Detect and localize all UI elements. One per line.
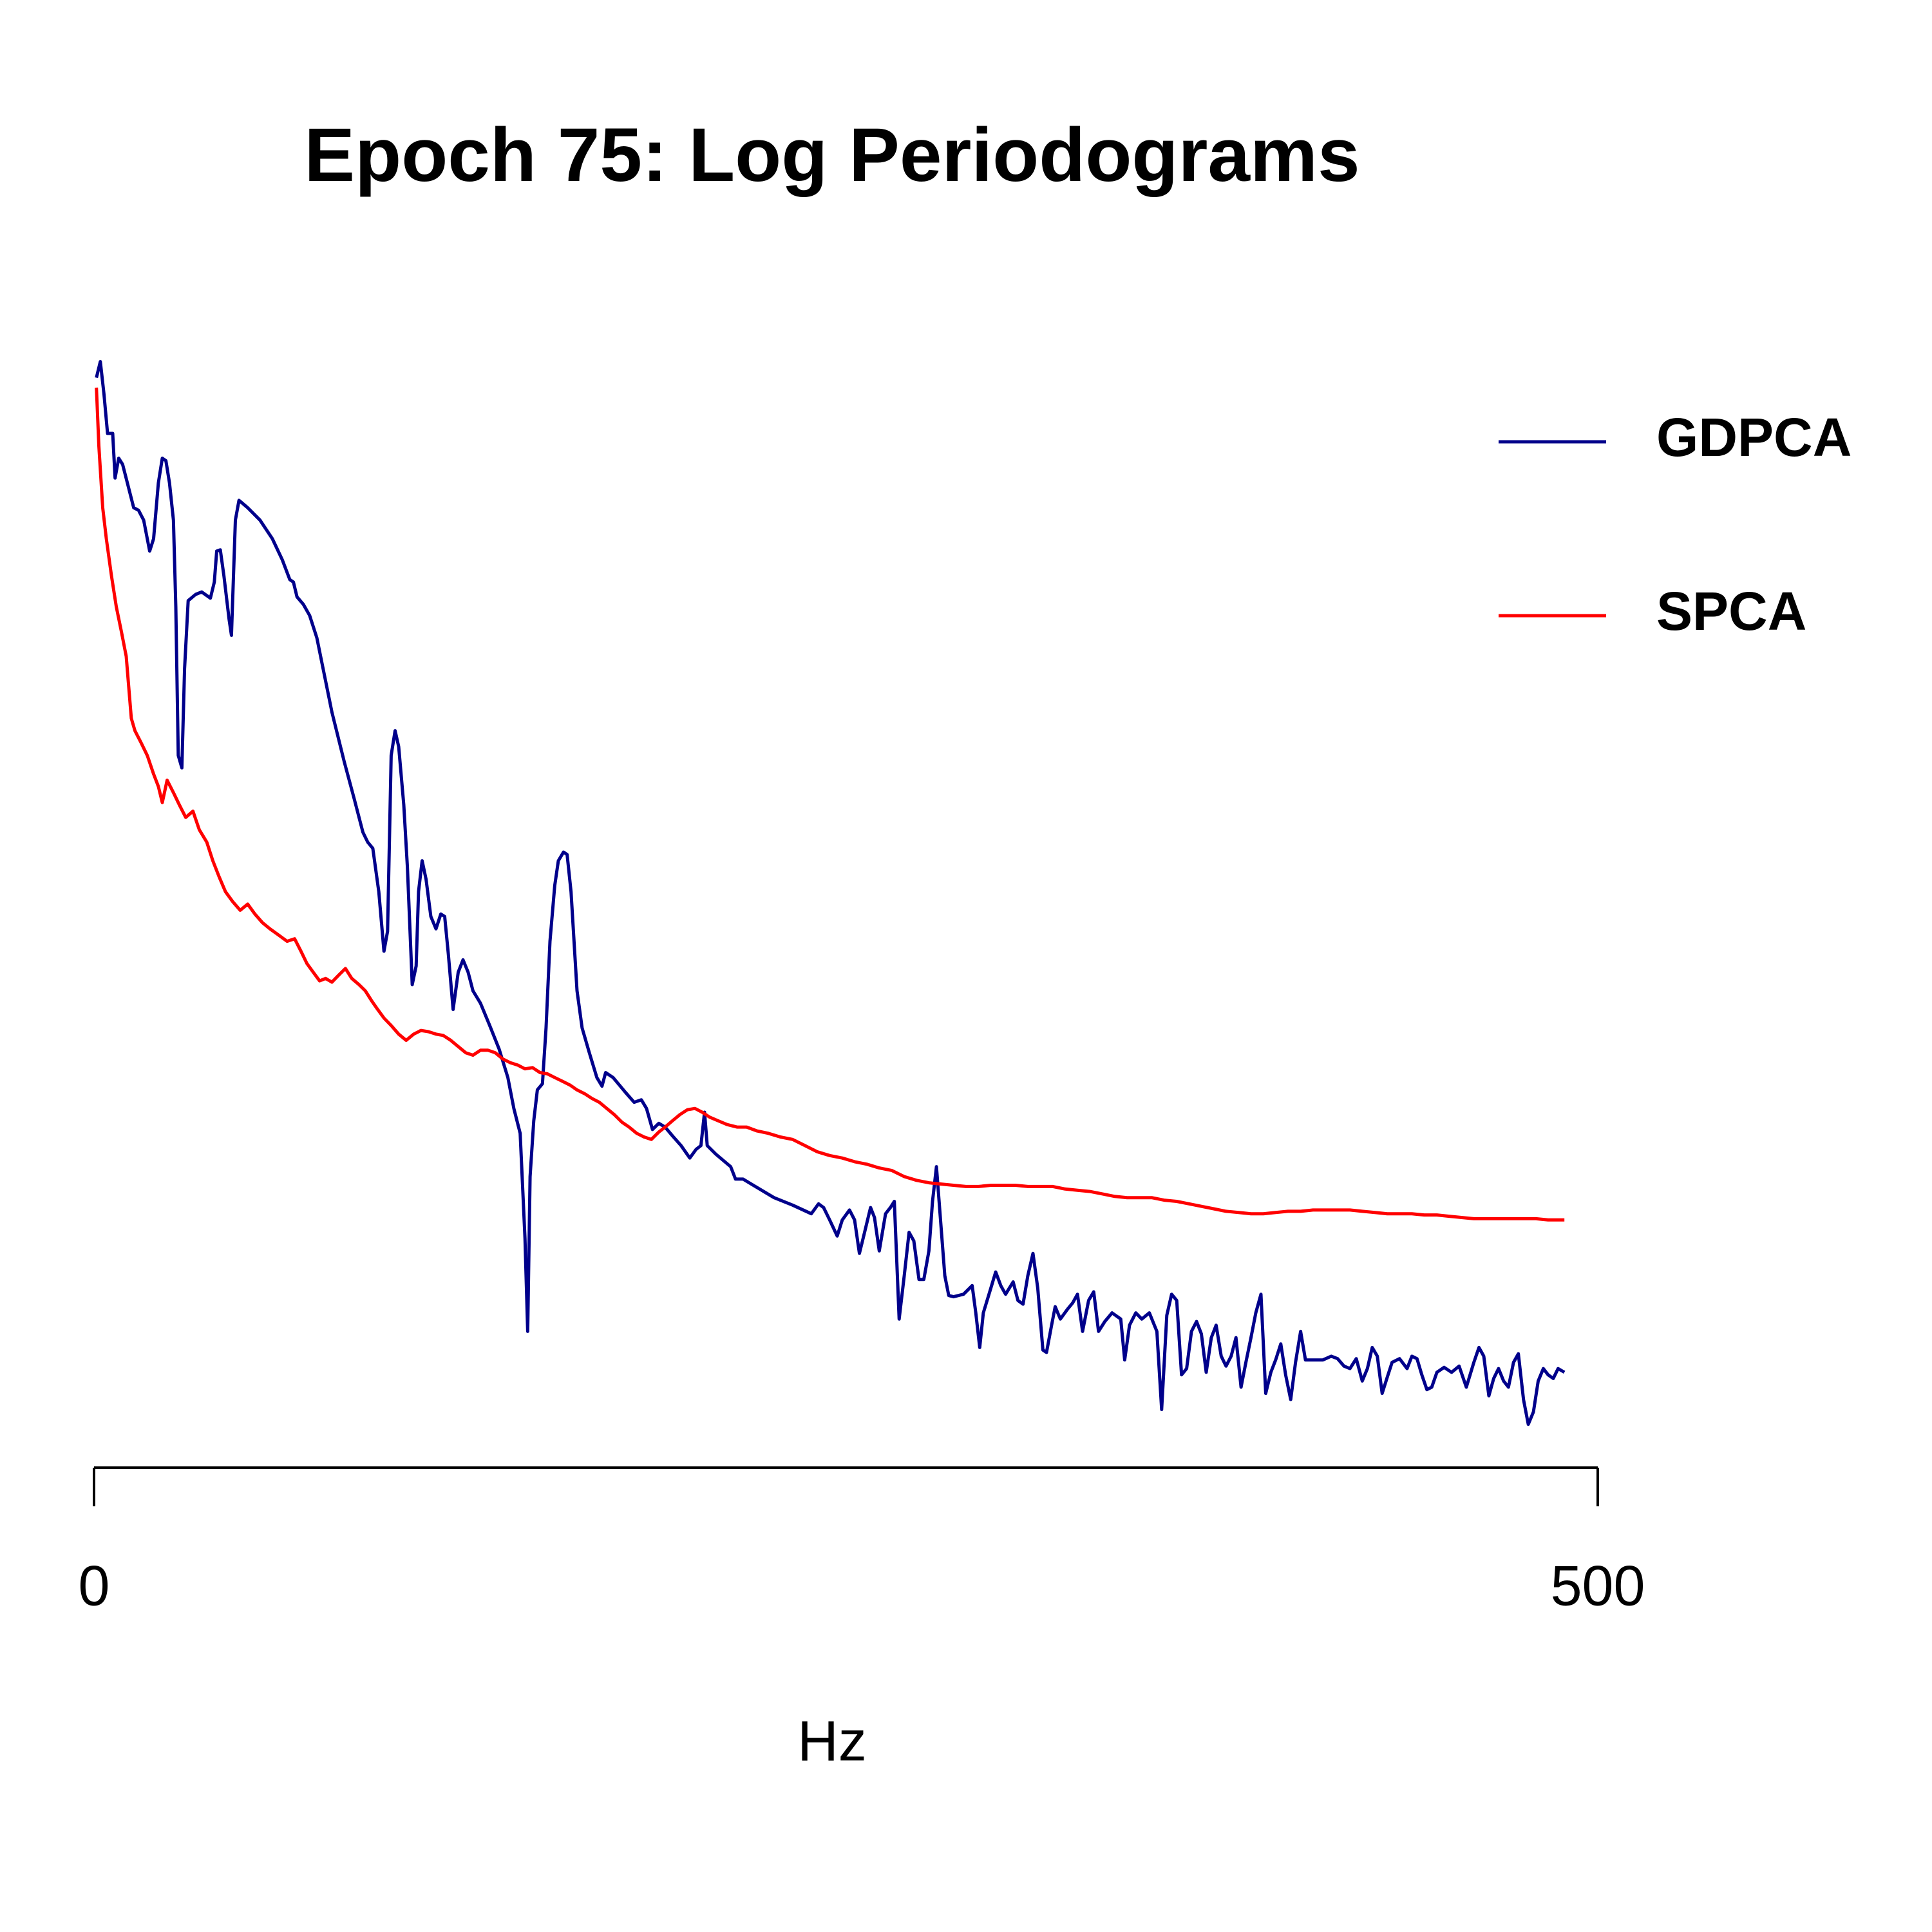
- x-tick-label: 500: [1551, 1553, 1645, 1617]
- data-line: [95, 360, 1566, 1426]
- data-line: [95, 387, 1565, 1222]
- chart-title: Epoch 75: Log Periodograms: [304, 113, 1359, 198]
- x-axis-title: Hz: [797, 1709, 867, 1772]
- x-tick-label: 0: [79, 1553, 110, 1617]
- legend-label: GDPCA: [1656, 407, 1852, 468]
- legend-label: SPCA: [1656, 581, 1806, 641]
